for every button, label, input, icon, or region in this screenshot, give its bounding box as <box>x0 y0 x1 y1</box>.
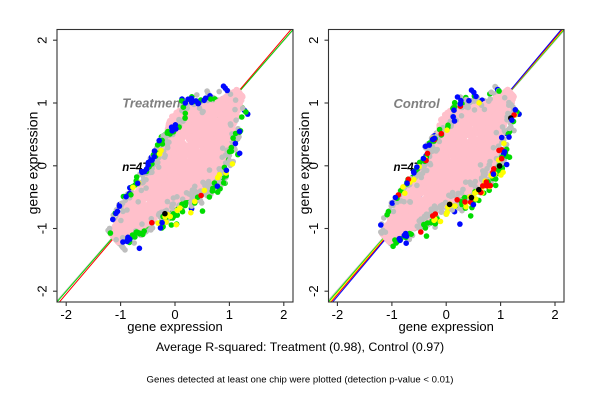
svg-text:1: 1 <box>497 307 504 322</box>
svg-text:1: 1 <box>35 99 50 106</box>
svg-text:gene expression: gene expression <box>25 112 41 215</box>
svg-text:2: 2 <box>551 307 558 322</box>
svg-text:-1: -1 <box>115 307 127 322</box>
svg-text:gene expression: gene expression <box>296 112 312 215</box>
svg-text:-2: -2 <box>35 285 50 297</box>
svg-text:gene expression: gene expression <box>398 319 493 334</box>
svg-text:gene expression: gene expression <box>127 319 222 334</box>
svg-text:-1: -1 <box>386 307 398 322</box>
svg-text:2: 2 <box>35 37 50 44</box>
svg-text:-1: -1 <box>35 223 50 235</box>
svg-text:1: 1 <box>306 99 321 106</box>
svg-text:2: 2 <box>306 37 321 44</box>
svg-text:-2: -2 <box>60 307 72 322</box>
svg-text:Control: Control <box>394 96 441 111</box>
svg-text:2: 2 <box>280 307 287 322</box>
svg-text:-1: -1 <box>306 223 321 235</box>
svg-text:-2: -2 <box>332 307 344 322</box>
svg-text:Treatment: Treatment <box>122 96 185 111</box>
svg-text:1: 1 <box>226 307 233 322</box>
svg-text:-2: -2 <box>306 285 321 297</box>
